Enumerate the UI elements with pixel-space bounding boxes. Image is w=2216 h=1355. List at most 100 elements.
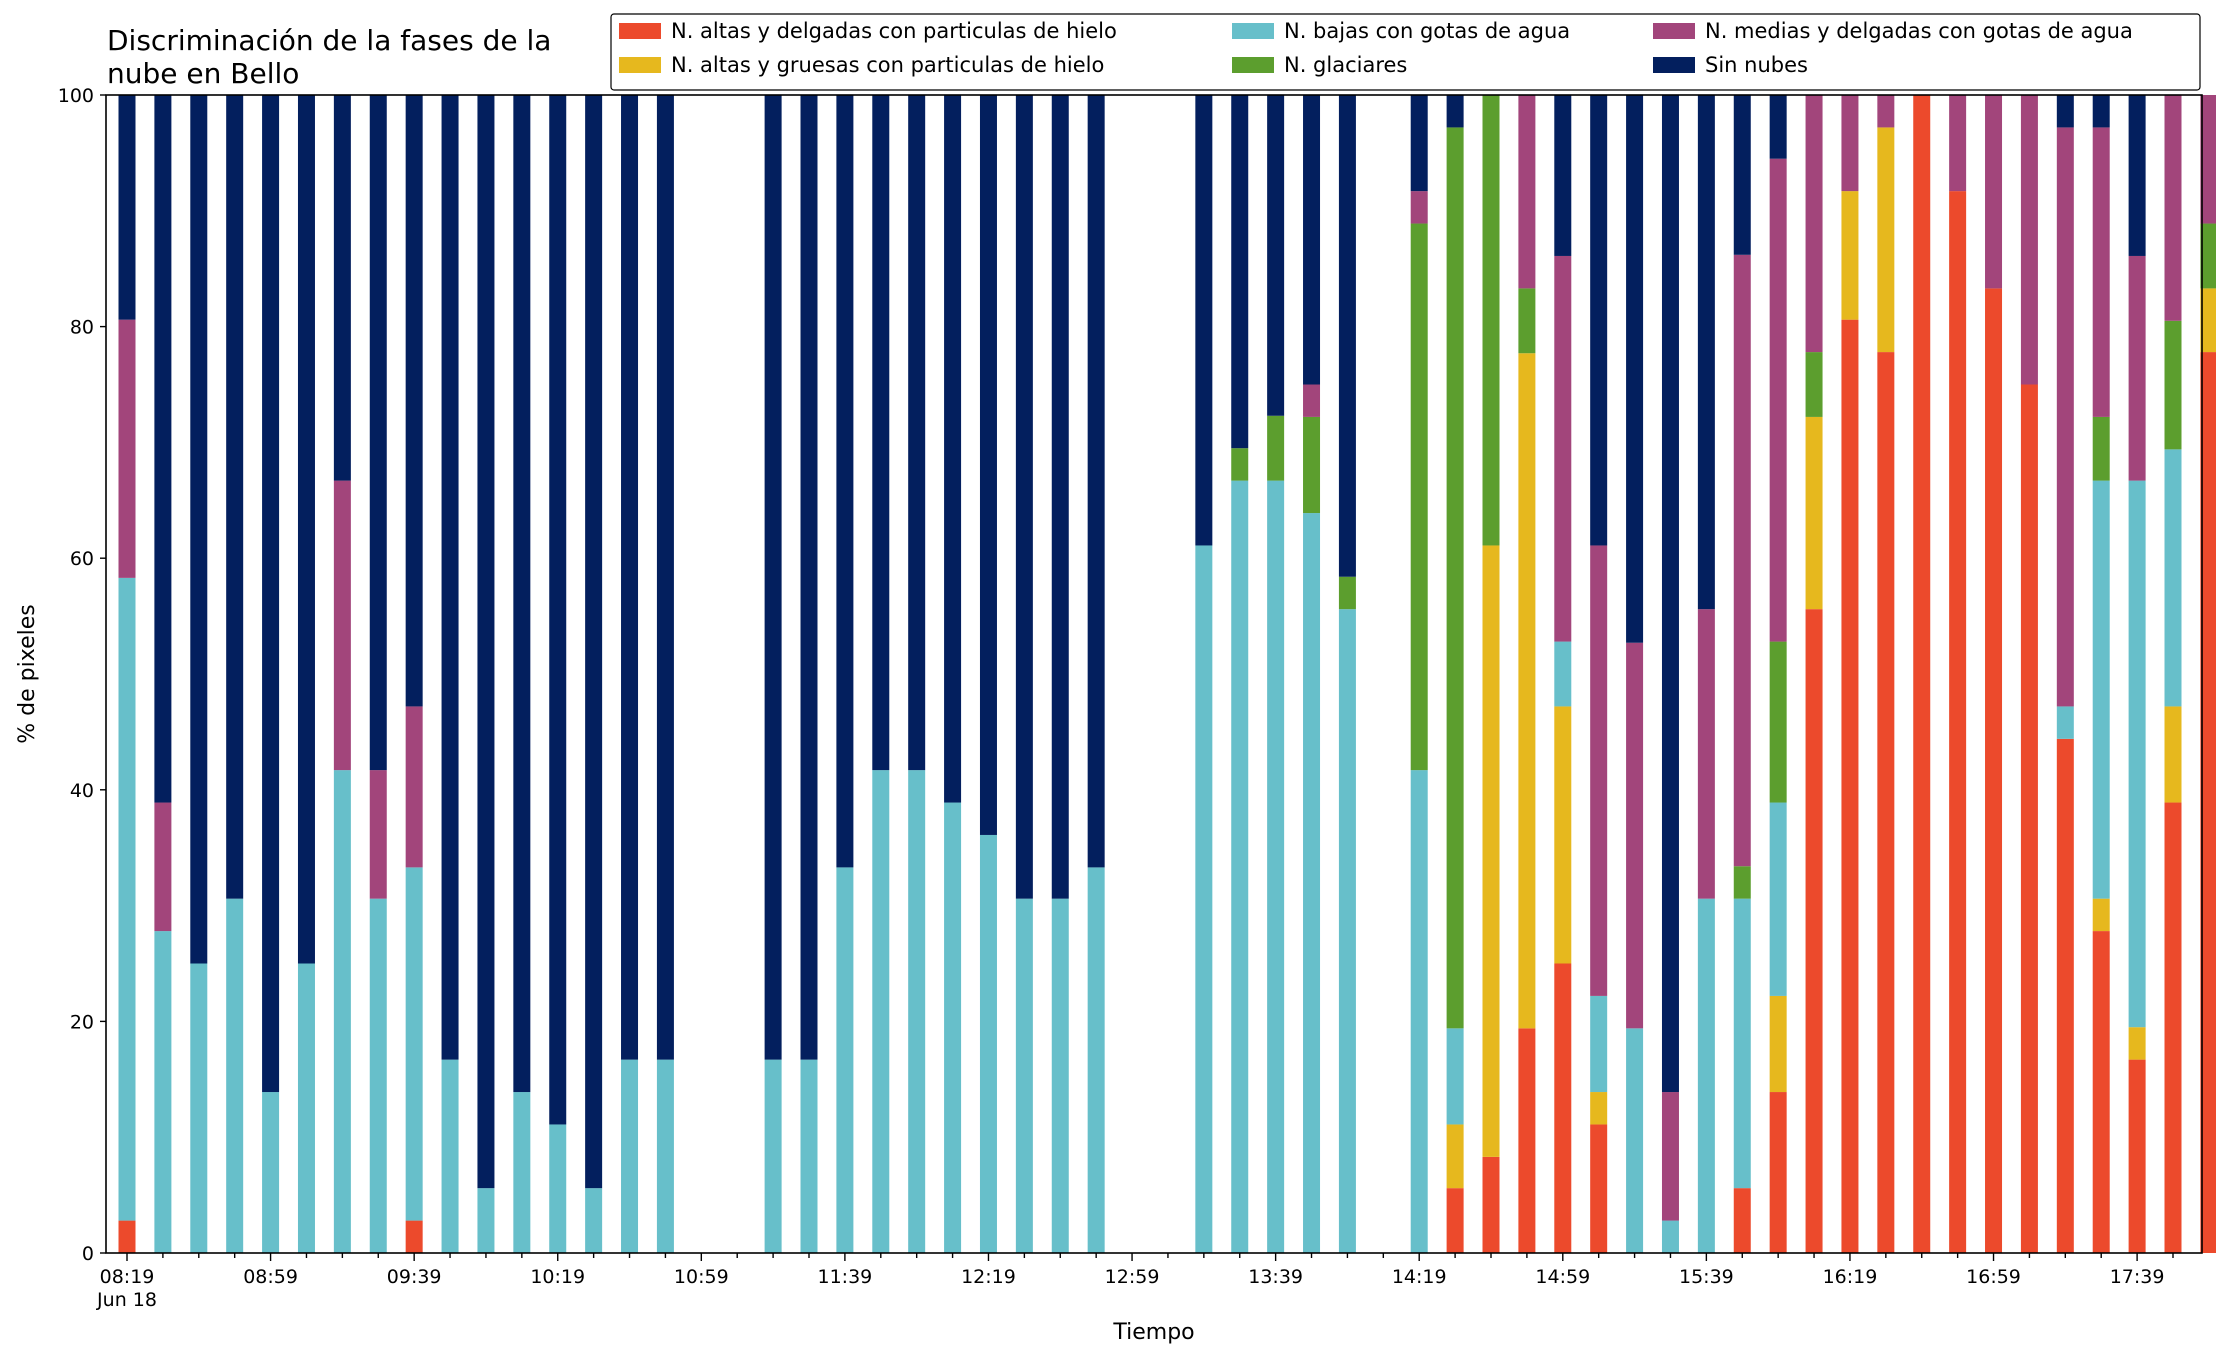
bars-layer [118,95,2216,1254]
bar-segment-1749-s0 [2164,802,2182,1253]
bar-segment-0939-s2 [405,867,423,1221]
bar-segment-1739-s2 [2128,480,2146,1028]
bar-segment-1139-s5 [836,95,854,868]
bar-segment-1739-s1 [2128,1027,2146,1060]
bar-segment-1149-s2 [872,770,890,1253]
plot-frame [105,94,2203,1254]
bar-segment-1609-s0 [1805,609,1823,1253]
bar-segment-1629-s0 [1877,352,1895,1254]
bar-segment-1349-s3 [1303,416,1321,514]
bar-segment-1629-s4 [1877,95,1895,128]
bar-segment-0859-s2 [262,1092,280,1253]
bar-segment-1429-s2 [1446,1028,1464,1125]
legend-swatch-0 [619,23,661,39]
bar-segment-0819-s0 [118,1220,136,1253]
bar-segment-1439-s3 [1482,95,1500,546]
bar-segment-1719-s2 [2056,706,2074,739]
bar-segment-1419-s4 [1410,191,1428,224]
bar-segment-1209-s2 [944,802,962,1253]
bar-segment-1759-s4 [2200,95,2216,224]
bar-segment-1649-s0 [1949,191,1967,1254]
bar-segment-1549-s3 [1733,866,1751,899]
legend-label-4: N. medias y delgadas con gotas de agua [1705,19,2133,43]
bar-segment-1039-s2 [621,1059,639,1253]
bar-segment-1359-s3 [1338,576,1356,610]
bar-segment-1449-s0 [1518,1028,1536,1253]
bar-segment-1359-s2 [1338,609,1356,1253]
bar-segment-1329-s2 [1231,480,1249,1253]
bar-segment-1429-s3 [1446,127,1464,1029]
bar-segment-1049-s2 [656,1059,674,1253]
bar-segment-1339-s2 [1267,480,1285,1253]
bar-segment-1419-s2 [1410,770,1428,1253]
bar-segment-1659-s4 [1985,95,2003,289]
bar-segment-0819-s4 [118,319,136,578]
bar-segment-1649-s4 [1949,95,1967,192]
bar-segment-1719-s5 [2056,95,2074,128]
y-axis-label: % de pixeles [15,604,40,743]
legend-swatch-2 [1232,23,1274,39]
bar-segment-0859-s5 [262,95,280,1093]
bar-segment-1229-s2 [1015,898,1033,1253]
legend-label-5: Sin nubes [1705,53,1808,77]
bar-segment-0919-s2 [333,770,351,1253]
bar-segment-0929-s4 [369,770,387,899]
bar-segment-1249-s2 [1087,867,1105,1253]
bar-segment-1529-s2 [1661,1220,1679,1253]
bar-segment-0829-s4 [154,802,172,932]
bar-segment-1009-s2 [513,1092,531,1253]
bar-segment-1019-s2 [549,1124,567,1253]
x-tick-label-1459: 14:59 [1535,1266,1590,1288]
bar-segment-1729-s3 [2092,416,2110,481]
x-tick-label-1739: 17:39 [2110,1266,2165,1288]
bar-segment-1119-s5 [764,95,782,1060]
x-tick-label-1219: 12:19 [961,1266,1016,1288]
x-tick-label-1619: 16:19 [1823,1266,1878,1288]
bar-segment-1759-s3 [2200,223,2216,289]
bar-segment-1549-s0 [1733,1188,1751,1253]
bar-segment-1349-s4 [1303,384,1321,417]
bar-segment-1749-s2 [2164,449,2182,707]
bar-segment-1619-s0 [1841,319,1859,1253]
bar-segment-1339-s5 [1267,95,1285,416]
chart-title-line-1: Discriminación de la fases de la [107,24,551,57]
x-tick-label-1059: 10:59 [674,1266,729,1288]
x-tick-label-1339: 13:39 [1248,1266,1303,1288]
bar-segment-1749-s1 [2164,706,2182,803]
bar-segment-1729-s1 [2092,898,2110,932]
bar-segment-1559-s3 [1769,641,1787,803]
bar-segment-1609-s3 [1805,352,1823,417]
bar-segment-1709-s0 [2020,384,2038,1253]
bar-segment-1519-s4 [1626,642,1644,1029]
y-tick-label-80: 80 [70,317,94,339]
bar-segment-1429-s1 [1446,1124,1464,1189]
bar-segment-1329-s5 [1231,95,1249,449]
bar-segment-1039-s5 [621,95,639,1060]
bar-segment-1559-s1 [1769,995,1787,1093]
bar-segment-1609-s1 [1805,416,1823,610]
bar-segment-1719-s0 [2056,738,2074,1253]
legend-swatch-3 [1232,57,1274,73]
bar-segment-1519-s5 [1626,95,1644,643]
bar-segment-0819-s5 [118,95,136,320]
bar-segment-0929-s5 [369,95,387,771]
x-tick-label-1019: 10:19 [530,1266,585,1288]
y-tick-label-0: 0 [82,1243,94,1265]
bar-segment-1749-s4 [2164,95,2182,321]
bar-segment-1559-s2 [1769,802,1787,996]
bar-segment-1509-s1 [1590,1092,1608,1125]
legend-swatch-1 [619,57,661,73]
bar-segment-1539-s4 [1697,609,1715,899]
bar-segment-1519-s2 [1626,1028,1644,1253]
bar-segment-1339-s3 [1267,415,1285,481]
bar-segment-0909-s2 [297,963,315,1253]
legend-frame [610,13,2201,91]
bar-segment-1419-s3 [1410,223,1428,771]
bar-segment-1029-s2 [585,1188,603,1253]
bar-segment-1049-s5 [656,95,674,1060]
bar-segment-1729-s2 [2092,480,2110,899]
bar-segment-1149-s5 [872,95,890,771]
bar-segment-1549-s2 [1733,898,1751,1189]
bar-segment-1439-s1 [1482,545,1500,1157]
bar-segment-1449-s3 [1518,288,1536,354]
